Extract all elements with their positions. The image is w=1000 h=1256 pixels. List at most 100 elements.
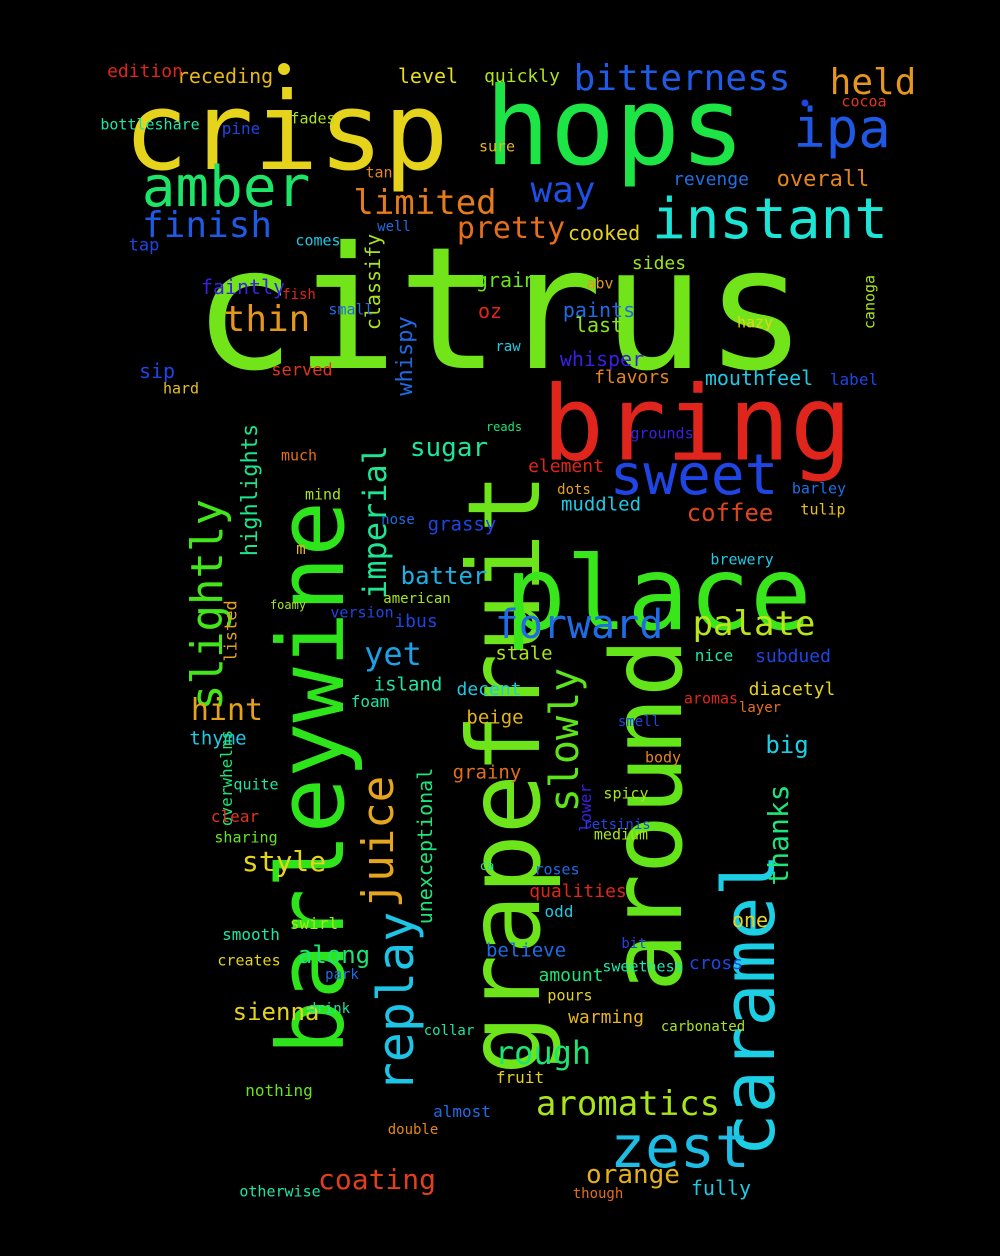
word-118: sharing (214, 828, 278, 847)
word-56: tan (365, 163, 393, 182)
word-8: caramel (707, 853, 791, 1157)
word-42: big (765, 731, 809, 759)
word-63: grain (475, 268, 537, 292)
word-47: level (397, 64, 459, 88)
word-143: almost (433, 1102, 491, 1121)
word-80: label (829, 370, 879, 389)
word-93: brewery (710, 550, 774, 569)
word-7: around (591, 637, 705, 993)
word-87: mind (304, 485, 342, 504)
word-62: sides (631, 253, 687, 274)
word-136: drink (307, 1001, 351, 1017)
word-123: qualities (529, 881, 627, 902)
word-29: rough (494, 1034, 592, 1072)
word-57: well (377, 219, 411, 235)
word-46: revenge (673, 169, 749, 190)
word-2: hops (484, 65, 746, 190)
word-19: forward (494, 602, 664, 648)
word-68: small (328, 300, 374, 319)
word-3: bring (541, 364, 853, 485)
word-125: odd (544, 902, 574, 921)
word-96: version (330, 603, 394, 622)
word-109: smell (617, 714, 661, 730)
word-64: abv (586, 274, 614, 293)
word-114: quite (233, 775, 279, 794)
word-105: aromas (683, 689, 739, 708)
word-124: swirl (289, 914, 339, 933)
word-141: nothing (245, 1081, 313, 1100)
dot-0 (278, 63, 290, 75)
word-119: retsinis (583, 817, 651, 833)
word-40: coffee (686, 499, 774, 527)
word-100: nice (694, 646, 734, 665)
word-90: nose (381, 512, 415, 528)
word-10: instant (651, 187, 889, 252)
word-54: fades (290, 109, 336, 128)
word-131: creates (217, 951, 281, 970)
word-16: replay (367, 911, 425, 1093)
word-70: last (574, 313, 624, 337)
word-82: much (280, 446, 318, 465)
word-137: pours (547, 986, 593, 1005)
word-26: thin (223, 299, 311, 340)
word-20: palate (692, 604, 816, 644)
word-41: batter (400, 562, 488, 590)
word-86: barley (791, 479, 847, 498)
word-88: muddled (560, 493, 642, 516)
word-61: cooked (567, 221, 641, 245)
word-99: stale (495, 642, 553, 665)
word-6: place (504, 535, 812, 654)
word-115: spicy (603, 784, 649, 803)
word-75: sip (138, 359, 176, 383)
word-72: canoga (860, 274, 879, 330)
word-127: smooth (222, 925, 280, 944)
word-35: orange (586, 1160, 680, 1190)
word-13: held (829, 62, 917, 103)
word-59: comes (295, 231, 341, 250)
word-98: ibus (394, 611, 438, 632)
word-39: sugar (409, 433, 489, 463)
word-89: tulip (800, 500, 846, 519)
word-81: reads (485, 420, 523, 434)
word-34: coating (317, 1163, 437, 1196)
dot-1 (801, 99, 809, 107)
word-23: way (530, 170, 596, 211)
word-103: decent (456, 679, 522, 700)
word-55: sure (478, 137, 516, 156)
word-69: oz (477, 299, 503, 323)
word-101: subdued (755, 646, 831, 667)
word-45: overall (776, 167, 870, 192)
word-25: limited (353, 183, 497, 223)
word-58: tap (128, 235, 160, 256)
word-30: hint (190, 693, 264, 728)
word-85: dots (557, 482, 591, 498)
word-142: fruit (495, 1068, 545, 1087)
word-15: zest (610, 1113, 750, 1181)
word-0: citrus (192, 211, 808, 409)
word-135: amount (538, 965, 604, 986)
word-50: edition (107, 61, 183, 82)
word-67: fish (282, 287, 316, 303)
word-74: whisper (559, 347, 645, 371)
word-12: bitterness (573, 58, 791, 99)
word-33: thanks (762, 784, 795, 886)
word-17: juice (353, 775, 404, 909)
word-113: body (644, 748, 682, 767)
word-51: cocoa (841, 92, 887, 111)
word-95: foamy (269, 598, 307, 612)
word-43: sienna (232, 998, 320, 1026)
word-44: fully (690, 1176, 752, 1200)
word-116: clear (210, 807, 260, 826)
word-144: double (387, 1122, 439, 1138)
word-83: grounds (630, 424, 694, 443)
word-27: pretty (456, 211, 566, 246)
word-121: ca (479, 859, 495, 873)
word-53: pine (221, 119, 261, 138)
word-49: receding (176, 64, 274, 88)
word-52: bottleshare (100, 115, 200, 134)
word-14: sweet (609, 443, 779, 508)
word-76: served (271, 360, 333, 381)
word-134: park (325, 967, 359, 983)
word-73: raw (495, 339, 521, 355)
